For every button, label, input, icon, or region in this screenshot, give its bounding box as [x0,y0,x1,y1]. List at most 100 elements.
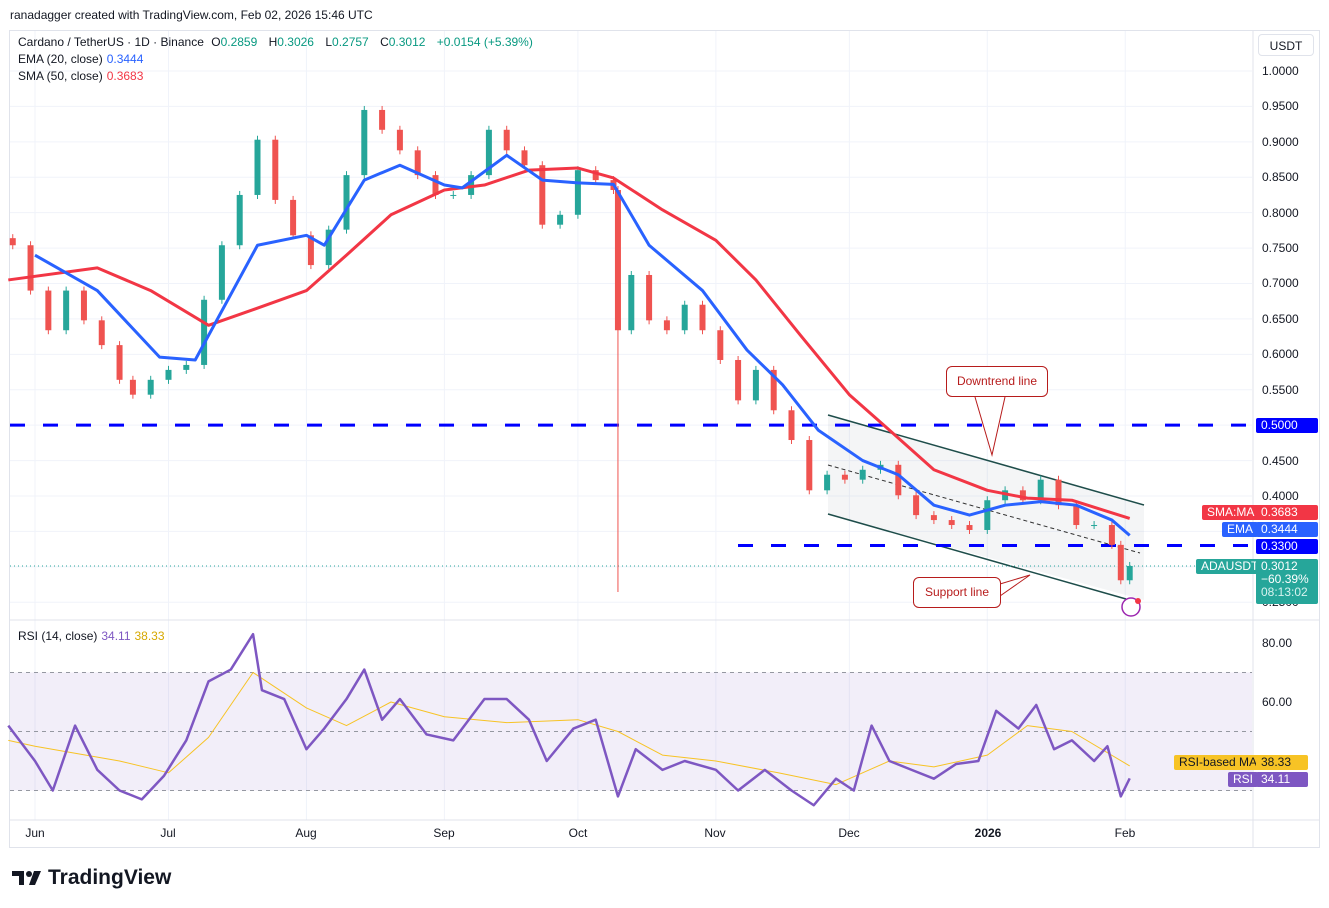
candle [218,245,225,300]
rsi-ma-axis-tag: 38.33 [1256,755,1308,770]
sma-axis-tag: 0.3683 [1256,505,1318,520]
candle [752,369,759,401]
candle [45,290,52,331]
downtrend-line [827,414,1145,506]
support-callout-pointer [999,574,1031,597]
level-0330-tag: 0.3300 [1256,539,1318,554]
rsi-label: RSI (14, close) [18,629,98,643]
candle [343,175,350,230]
candle [859,469,866,480]
ema-axis-tag: 0.3444 [1256,522,1318,537]
candle [1117,544,1124,581]
candle [450,194,457,196]
rsi-line [7,632,1131,807]
candle [841,474,848,480]
chart-credit: ranadagger created with TradingView.com,… [10,8,373,22]
candle [80,290,87,321]
candle [116,345,123,380]
candle [98,320,105,346]
candle [770,369,777,411]
candle [147,379,154,395]
candle [663,320,670,331]
support-line-callout[interactable]: Support line [913,577,1001,608]
downtrend-callout-pointer [974,396,1006,457]
channel-midline [827,464,1141,554]
time-tick-label: Nov [704,826,726,840]
time-tick-label: Feb [1114,826,1136,840]
change-value: +0.0154 (+5.39%) [436,35,533,49]
close-label: C [380,35,389,49]
candle [913,495,920,516]
rsi-legend[interactable]: RSI (14, close) 34.11 38.33 [18,629,169,643]
candle [574,170,581,215]
chart-frame [9,30,1320,848]
candle [539,165,546,225]
candle [966,525,973,530]
symbol-legend: Cardano / TetherUS · 1D · Binance O0.285… [18,35,537,49]
low-label: L [325,35,333,49]
change-percent: −60.39% [1261,572,1309,586]
candle [806,440,813,491]
ema-axis-name-tag: EMA [1222,522,1259,537]
candle [824,474,831,491]
candle [646,274,653,321]
time-tick-label: Jul [160,826,176,840]
currency-selector[interactable]: USDT [1258,34,1314,56]
price-tick-label: 0.7500 [1262,241,1299,256]
price-tick-label: 0.6500 [1262,311,1299,326]
candle [521,150,528,166]
candle [503,129,510,151]
ema-value: 0.3444 [106,52,144,66]
candle [699,304,706,331]
candle [1108,525,1115,545]
candle [1037,479,1044,501]
candle [895,464,902,496]
rsi-ma-line [8,672,1130,786]
candle [735,359,742,401]
candle [183,364,190,370]
candle [272,139,279,200]
ema-label: EMA (20, close) [18,52,103,66]
level-0500-tag: 0.5000 [1256,418,1318,433]
price-tick-label: 0.4000 [1262,488,1299,503]
candle [129,379,136,395]
price-tick-label: 0.6000 [1262,347,1299,362]
candle [468,175,475,195]
time-tick-label: Sep [433,826,455,840]
candle [628,274,635,331]
bar-countdown: 08:13:02 [1261,585,1308,599]
price-tick-label: 0.4500 [1262,453,1299,468]
candle [27,245,34,291]
candle [201,299,208,365]
tradingview-logo[interactable]: TradingView [12,866,171,890]
close-value: 0.3012 [388,35,426,49]
candle [788,410,795,441]
price-tick-label: 0.5500 [1262,382,1299,397]
candle [9,238,16,246]
open-label: O [211,35,221,49]
rsi-ma-axis-name-tag: RSI-based MA [1174,755,1263,770]
rsi-tick-label: 60.00 [1262,695,1293,709]
symbol-title: Cardano / TetherUS · 1D · Binance [18,35,204,49]
candle [614,189,621,331]
price-tick-label: 0.9000 [1262,134,1299,149]
time-tick-label: Oct [568,826,588,840]
sma-legend[interactable]: SMA (50, close) 0.3683 [18,69,147,83]
candle [165,369,172,380]
candle [1073,505,1080,526]
candle [984,500,991,530]
candle [414,150,421,176]
brand-name: TradingView [48,866,172,889]
low-value: 0.2757 [332,35,369,49]
downtrend-line-callout[interactable]: Downtrend line [946,366,1048,397]
candle [63,290,70,331]
ema-legend[interactable]: EMA (20, close) 0.3444 [18,52,147,66]
candle [290,199,297,236]
high-label: H [268,35,278,49]
rsi-ma-value: 38.33 [134,629,165,643]
candle [396,129,403,151]
time-tick-label: Aug [295,826,317,840]
candle [254,139,261,195]
candle [948,520,955,526]
